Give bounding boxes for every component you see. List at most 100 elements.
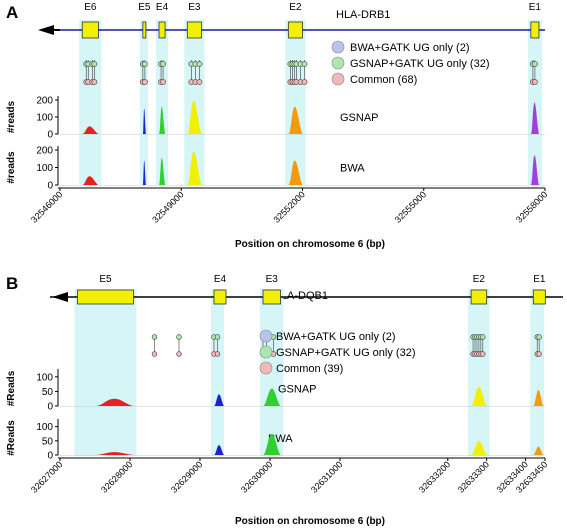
exon-highlight-band-E2 (285, 20, 306, 185)
exon-box-E2 (470, 289, 488, 305)
exon-highlight-band-E5 (74, 289, 137, 456)
variant-dot-pink (151, 351, 158, 357)
coverage-peak (471, 440, 487, 455)
coverage-peak (95, 398, 134, 406)
variant-dot-green (480, 334, 486, 340)
exon-label-E1: E1 (533, 274, 546, 285)
variant-dot-pink (536, 351, 542, 357)
coverage-peak (263, 433, 281, 455)
coverage-peak (187, 151, 202, 185)
panel-a-gene-name: HLA-DRB1 (336, 9, 390, 21)
exon-label-E3: E3 (266, 274, 279, 285)
legend-marker (331, 56, 345, 70)
y-tick-label: 0 (47, 451, 53, 462)
y-axis-label: #reads (6, 100, 17, 133)
variant-dot-green (151, 334, 158, 340)
legend-label: Common (68) (350, 74, 417, 86)
coverage-peak (187, 100, 202, 134)
variant-dot-green (196, 61, 203, 67)
variant-dot-pink (214, 351, 221, 357)
legend-marker (331, 72, 345, 86)
x-tick-label: 32633200 (417, 459, 452, 494)
legend-marker (259, 345, 273, 359)
x-tick-label: 32552000 (272, 189, 307, 224)
exon-box-E5 (77, 289, 134, 305)
y-tick-label: 0 (47, 402, 53, 413)
exon-label-E6: E6 (84, 2, 97, 13)
variant-dot-green (536, 334, 542, 340)
variant-dot-pink (160, 79, 166, 85)
coverage-peak (159, 157, 166, 185)
y-tick-label: 200 (36, 96, 53, 107)
x-tick-label: 32558000 (514, 189, 549, 224)
variant-dot-pink (176, 351, 182, 357)
coverage-peak (159, 106, 166, 134)
legend-label: GSNAP+GATK UG only (32) (350, 58, 489, 70)
panel-b-gene-name: HLA-DQB1 (273, 290, 328, 302)
x-tick-label: 32628000 (99, 459, 134, 494)
y-axis-label: #Reads (6, 420, 17, 456)
variant-dot-pink (480, 351, 486, 357)
legend-label: GSNAP+GATK UG only (32) (276, 347, 415, 359)
exon-label-E2: E2 (289, 2, 302, 13)
exon-box-E1 (530, 21, 540, 39)
coverage-peak (533, 389, 544, 406)
exon-label-E2: E2 (473, 274, 486, 285)
x-tick-label: 32630000 (239, 459, 274, 494)
exon-highlight-band-E4 (211, 289, 224, 456)
exon-box-E5 (142, 21, 147, 39)
coverage-peak (214, 394, 224, 406)
x-tick-label: 32629000 (169, 459, 204, 494)
coverage-peak (530, 155, 539, 185)
panel-b-letter: B (6, 274, 18, 293)
coverage-peak (471, 387, 487, 406)
coverage-peak (533, 446, 544, 455)
legend-label: BWA+GATK UG only (2) (350, 42, 470, 54)
coverage-peak (82, 126, 99, 134)
exon-label-E1: E1 (529, 2, 542, 13)
track-name-gsnap: GSNAP (340, 112, 379, 124)
x-tick-label: 32555000 (393, 189, 428, 224)
x-tick-label: 32633300 (456, 459, 491, 494)
coverage-peak (142, 160, 146, 185)
exon-box-E2 (287, 21, 303, 39)
y-tick-label: 0 (47, 130, 53, 141)
panel-a-x-axis-label: Position on chromosome 6 (bp) (235, 239, 385, 250)
y-tick-label: 50 (42, 436, 54, 447)
exon-label-E5: E5 (99, 274, 112, 285)
track-name-gsnap: GSNAP (278, 384, 317, 396)
track-name-bwa: BWA (340, 163, 365, 175)
coverage-peak (530, 102, 539, 134)
exon-box-E4 (213, 289, 227, 305)
coverage-peak (95, 452, 134, 455)
exon-highlight-band-E1 (527, 20, 542, 185)
y-tick-label: 200 (36, 146, 53, 157)
panel-a: A HLA-DRB1 Position on chromosome 6 (bp)… (6, 2, 549, 250)
variant-dot-green (91, 61, 98, 67)
y-tick-label: 50 (42, 387, 54, 398)
legend-marker (259, 361, 273, 375)
coverage-peak (288, 160, 303, 185)
variant-dot-pink (141, 79, 148, 85)
y-tick-label: 0 (47, 181, 53, 192)
exon-highlight-band-E6 (79, 20, 102, 185)
panel-a-letter: A (6, 3, 18, 22)
variant-dot-green (141, 61, 148, 67)
legend-marker (331, 40, 345, 54)
exon-box-E6 (81, 21, 99, 39)
exon-label-E3: E3 (188, 2, 201, 13)
y-tick-label: 100 (36, 422, 53, 433)
variant-dot-green (214, 334, 221, 340)
variant-dot-green (301, 61, 308, 67)
coverage-peak (263, 388, 281, 406)
exon-box-E4 (158, 21, 166, 39)
panel-b-x-axis-label: Position on chromosome 6 (bp) (235, 516, 385, 527)
variant-dot-green (160, 61, 166, 67)
exon-highlight-band-E1 (530, 289, 545, 456)
variant-dot-pink (301, 79, 308, 85)
variant-dot-pink (531, 79, 538, 85)
exon-label-E4: E4 (156, 2, 169, 13)
x-tick-label: 32627000 (29, 459, 64, 494)
x-tick-label: 32549000 (150, 189, 185, 224)
coverage-peak (142, 108, 146, 134)
